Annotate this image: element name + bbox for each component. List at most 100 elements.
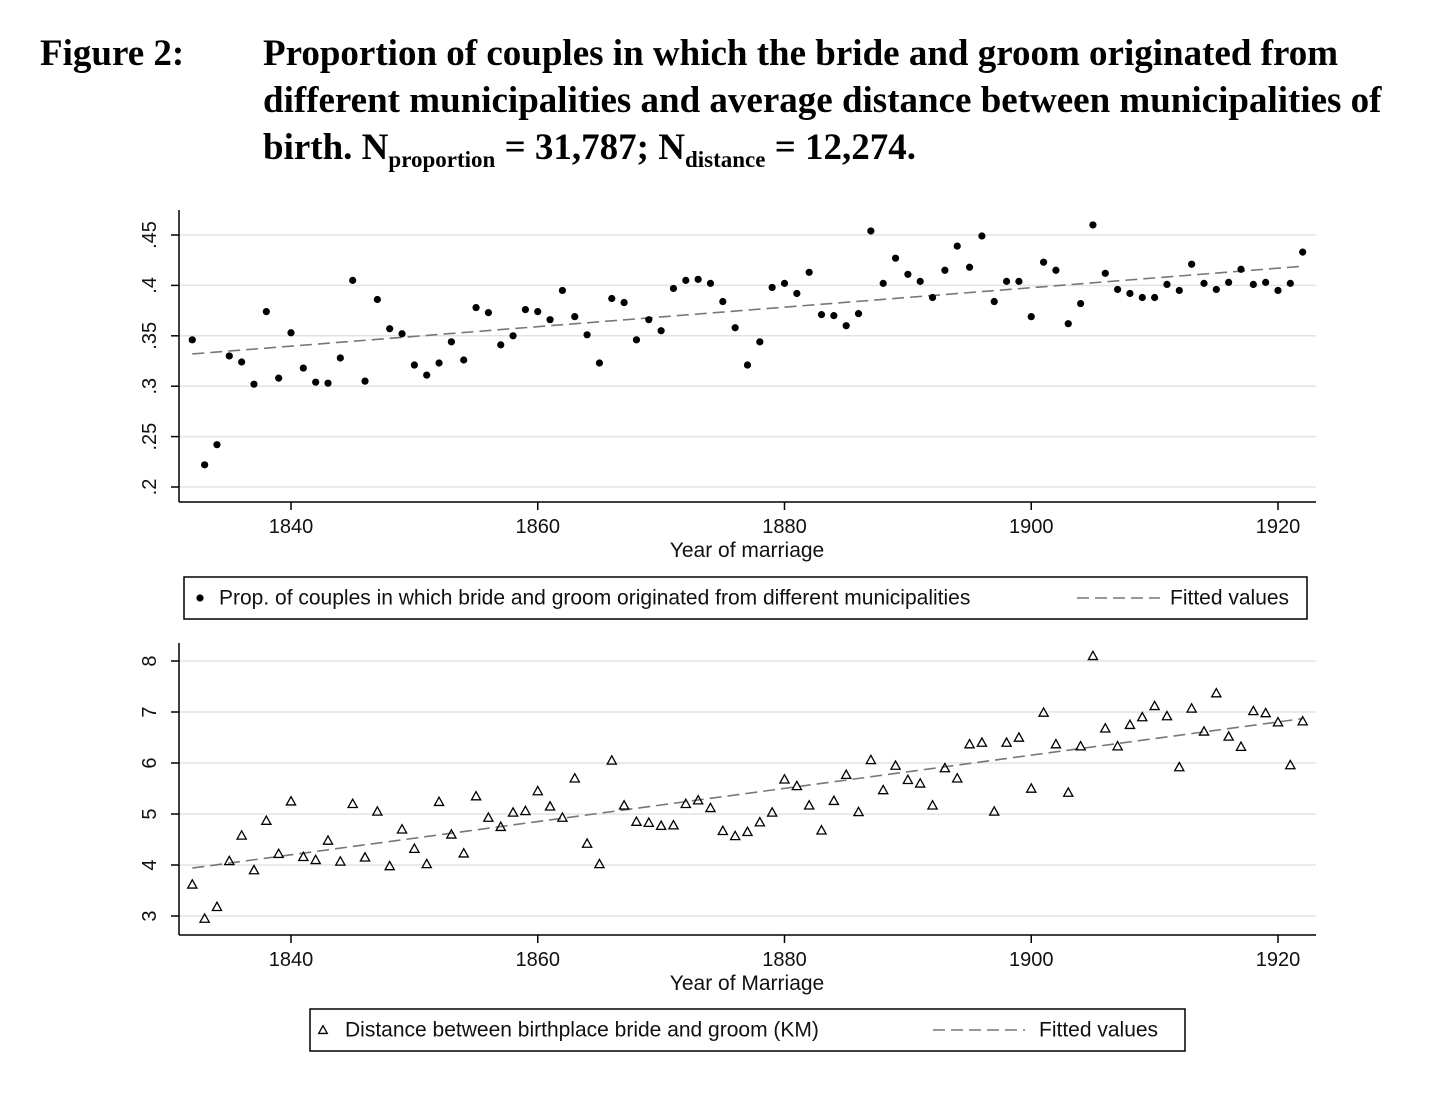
chart1-data-point <box>706 279 715 287</box>
chart1-data-point <box>373 295 381 304</box>
chart2-data-point <box>1235 740 1247 752</box>
chart1-data-point <box>1188 260 1196 268</box>
chart2-data-point <box>581 837 593 848</box>
chart1-x-tick-label: 1860 <box>516 516 561 538</box>
chart1-data-point <box>447 338 455 346</box>
chart2-data-point <box>1087 649 1099 661</box>
chart2-data-point <box>1013 731 1025 742</box>
chart1-data-point <box>509 332 517 340</box>
chart1-data-point <box>1151 293 1159 302</box>
chart2-data-point <box>272 847 285 859</box>
chart1-data-point <box>225 352 233 360</box>
chart2-data-point <box>877 784 889 795</box>
chart1-data-point <box>1064 320 1072 328</box>
chart1-data-point <box>386 325 394 333</box>
chart1-data-point <box>842 322 850 330</box>
chart2-data-point <box>729 829 741 841</box>
chart1-data-point <box>645 316 653 324</box>
chart2-data-point <box>791 780 803 791</box>
chart1-data-point <box>904 270 912 278</box>
chart1-data-point <box>941 266 949 274</box>
chart2-data-point <box>186 878 199 889</box>
chart2-data-point <box>1037 706 1050 717</box>
chart1-data-point <box>743 361 752 369</box>
chart1-data-point <box>891 254 900 262</box>
chart1-data-point <box>1286 279 1294 287</box>
chart1-data-point <box>497 341 505 349</box>
chart2-data-point <box>1185 702 1198 713</box>
chart2-data-point <box>717 824 729 836</box>
chart1-data-point <box>1015 277 1023 285</box>
chart2-data-point <box>396 823 408 834</box>
chart1-data-point <box>632 336 641 344</box>
chart1-data-point <box>805 268 813 276</box>
chart1-data-point <box>793 289 801 298</box>
chart1-data-point <box>423 371 431 379</box>
chart1-data-point <box>953 242 961 250</box>
chart1-data-point <box>361 377 369 385</box>
chart1-data-point <box>608 294 616 303</box>
chart2-data-point <box>1284 759 1297 770</box>
chart2-legend-marker <box>317 1024 329 1035</box>
chart1-data-point <box>1163 280 1171 288</box>
chart1-data-point <box>312 378 320 386</box>
chart2-data-point <box>260 814 273 825</box>
chart2-y-tick-label: 4 <box>139 859 161 870</box>
chart1-data-point <box>336 354 344 362</box>
chart1-data-point <box>965 263 974 271</box>
chart1-data-point <box>780 279 789 287</box>
chart1-data-point <box>817 311 826 319</box>
chart1-legend-label-fit: Fitted values <box>1170 587 1289 610</box>
chart1-data-point <box>916 277 924 285</box>
chart2-fitted-line <box>192 717 1303 869</box>
chart2-y-tick-label: 5 <box>139 808 161 819</box>
chart2-data-point <box>248 864 260 875</box>
chart1-data-point <box>1249 280 1257 288</box>
chart2-data-point <box>383 860 396 871</box>
chart2-data-point <box>963 738 976 749</box>
chart1-data-point <box>188 336 196 344</box>
chart2-x-axis-title: Year of Marriage <box>670 972 824 995</box>
chart1-legend-label-points: Prop. of couples in which bride and groo… <box>219 587 970 610</box>
chart2-y-tick-label: 3 <box>139 910 161 921</box>
chart1-y-tick-label: .45 <box>139 221 161 249</box>
chart1-data-point <box>262 308 270 316</box>
chart2-data-point <box>445 828 458 839</box>
chart2-y-tick-label: 7 <box>139 706 161 717</box>
chart2-data-point <box>309 853 322 865</box>
chart2-y-tick-label: 8 <box>139 655 161 666</box>
chart1-data-point <box>1126 289 1134 298</box>
chart2-data-point <box>1000 736 1013 747</box>
chart2-data-point <box>1161 710 1173 721</box>
chart1-data-point <box>1262 278 1270 286</box>
chart2-legend-label-fit: Fitted values <box>1039 1019 1158 1042</box>
chart2-data-point <box>593 858 606 869</box>
chart2-data-point <box>371 805 384 816</box>
chart1-x-tick-label: 1840 <box>269 516 314 538</box>
chart2-data-point <box>914 777 926 788</box>
chart2-data-point <box>988 805 1000 816</box>
chart2-data-point <box>606 754 618 765</box>
chart1-x-tick-label: 1900 <box>1009 516 1054 538</box>
chart2-data-point <box>655 819 667 831</box>
chart1-legend-marker <box>196 594 204 602</box>
chart2-data-point <box>458 847 470 858</box>
chart1-data-point <box>484 309 492 317</box>
chart1-data-point <box>1101 269 1109 277</box>
chart1-y-tick-label: .25 <box>139 423 161 451</box>
chart1-data-point <box>324 379 332 387</box>
chart1-data-point <box>879 279 887 287</box>
chart2-data-point <box>1198 725 1210 736</box>
chart2-x-tick-label: 1880 <box>762 949 807 971</box>
chart2-data-point <box>532 785 544 796</box>
chart2-data-point <box>470 790 482 801</box>
chart1-fitted-line <box>192 265 1303 355</box>
chart1-x-tick-label: 1880 <box>762 516 807 538</box>
chart2-data-point <box>421 858 433 869</box>
chart1-data-point <box>201 461 209 469</box>
chart2-data-point <box>618 799 630 810</box>
chart2-data-point <box>778 773 791 784</box>
chart1-data-point <box>1299 248 1307 256</box>
chart2-data-point <box>1296 715 1309 726</box>
